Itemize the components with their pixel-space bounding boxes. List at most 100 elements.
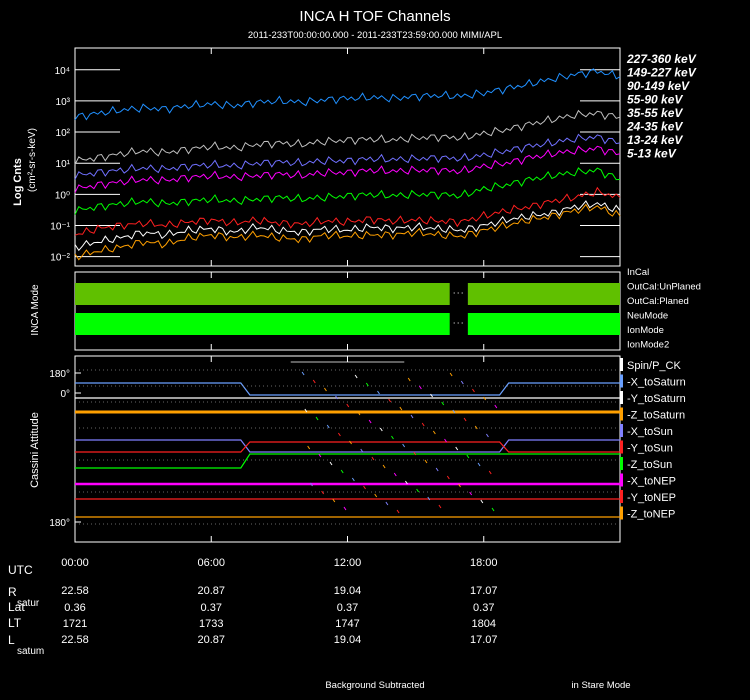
ephemeris-row-sublabel: satur [17,598,40,609]
attitude-scatter [469,491,473,496]
x-tick-label: 00:00 [61,557,89,569]
attitude-scatter [407,377,411,382]
attitude-scatter [315,416,319,421]
attitude-legend-entry: -X_toSun [627,426,673,438]
footer-background-subtracted: Background Subtracted [325,680,424,691]
attitude-trace [75,382,620,396]
x-tick-label: 12:00 [334,557,362,569]
attitude-scatter [446,475,450,480]
attitude-scatter [494,404,498,409]
attitude-legend-entry: -Z_toSun [627,459,672,471]
attitude-panel-frame [74,355,621,543]
ephemeris-value: 1747 [335,618,359,630]
attitude-scatter [379,427,383,432]
attitude-scatter [466,454,470,459]
flux-ytick-label: 10⁻¹ [50,221,70,232]
attitude-scatter [310,482,313,487]
attitude-legend-swatch [620,490,623,503]
mode-legend-entry: NeuMode [627,311,668,322]
attitude-scatter [416,488,420,493]
mode-legend-entry: OutCal:Planed [627,296,689,307]
ephemeris-row-label: LT [8,616,22,630]
attitude-scatter [432,430,436,435]
flux-legend-entry: 24-35 keV [626,120,683,134]
attitude-scatter [480,499,484,504]
attitude-scatter [346,403,350,408]
attitude-legend-entry: -X_toNEP [627,476,676,488]
attitude-scatter [357,411,361,416]
attitude-scatter [382,464,386,469]
ephemeris-value: 0.37 [473,602,494,614]
flux-legend-entry: 13-24 keV [627,133,683,147]
attitude-ytick-label: 180° [49,369,70,380]
ephemeris-row-label: Lat [8,600,25,614]
attitude-scatter [321,490,325,495]
attitude-legend-entry: -Z_toNEP [627,509,675,521]
flux-series-line [74,203,621,261]
attitude-legend-entry: -X_toSaturn [627,377,686,389]
chart-title: INCA H TOF Channels [299,8,450,25]
attitude-legend-swatch [620,506,623,520]
attitude-legend-entry: -Z_toSaturn [627,410,685,422]
ephemeris-value: 19.04 [334,585,362,597]
mode-bar [467,313,620,335]
mode-legend-entry: IonMode2 [627,340,669,351]
attitude-scatter [385,501,389,506]
attitude-legend-entry: Spin/P_CK [627,360,681,372]
attitude-legend-swatch [620,440,623,454]
attitude-scatter [399,406,403,411]
attitude-scatter [324,387,327,392]
attitude-legend-swatch [620,358,623,371]
ephemeris-value: 17.07 [470,634,498,646]
attitude-scatter [326,424,330,429]
attitude-scatter [318,453,322,458]
ephemeris-value: 20.87 [197,634,225,646]
attitude-scatter [488,470,492,475]
x-tick-label: 06:00 [197,557,225,569]
attitude-scatter [455,446,459,451]
flux-ytick-label: 10³ [56,97,71,108]
attitude-scatter [472,388,475,393]
footer-stare-mode: in Stare Mode [571,680,630,691]
mode-legend-entry: OutCal:UnPlaned [627,282,701,293]
attitude-scatter [410,414,414,419]
attitude-scatter [463,417,467,422]
attitude-legend-swatch [620,407,623,421]
attitude-legend-swatch [620,473,623,487]
attitude-scatter [301,371,305,376]
flux-series-line [74,186,621,236]
attitude-scatter [449,372,453,377]
attitude-scatter [312,379,316,384]
flux-ylabel: Log Cnts [12,158,24,206]
attitude-scatter [424,459,428,464]
attitude-scatter [374,493,378,498]
flux-ytick-label: 10⁴ [55,66,70,77]
flux-legend-entry: 149-227 keV [627,66,697,80]
flux-legend-entry: 35-55 keV [627,106,683,120]
ephemeris-value: 20.87 [197,585,225,597]
attitude-scatter [418,385,422,390]
ephemeris-value: 1733 [199,618,223,630]
attitude-scatter [421,422,425,427]
attitude-scatter [335,395,339,400]
flux-series-line [74,133,621,180]
attitude-scatter [438,504,442,509]
attitude-scatter [460,380,464,385]
ephemeris-value: 0.37 [337,602,358,614]
attitude-scatter [491,507,495,512]
x-tick-label: 18:00 [470,557,498,569]
flux-series-line [74,145,621,193]
attitude-scatter [405,480,408,485]
ephemeris-value: 19.04 [334,634,362,646]
attitude-scatter [354,374,358,379]
attitude-scatter [368,419,372,424]
attitude-scatter [427,496,431,501]
ephemeris-value: 1804 [472,618,496,630]
mode-bar [75,313,450,335]
attitude-scatter [337,432,341,437]
attitude-scatter [391,435,394,440]
flux-ytick-label: 10¹ [56,159,71,170]
ephemeris-value: 17.07 [470,585,498,597]
attitude-scatter [377,390,380,395]
flux-ytick-label: 10⁻² [50,253,70,264]
